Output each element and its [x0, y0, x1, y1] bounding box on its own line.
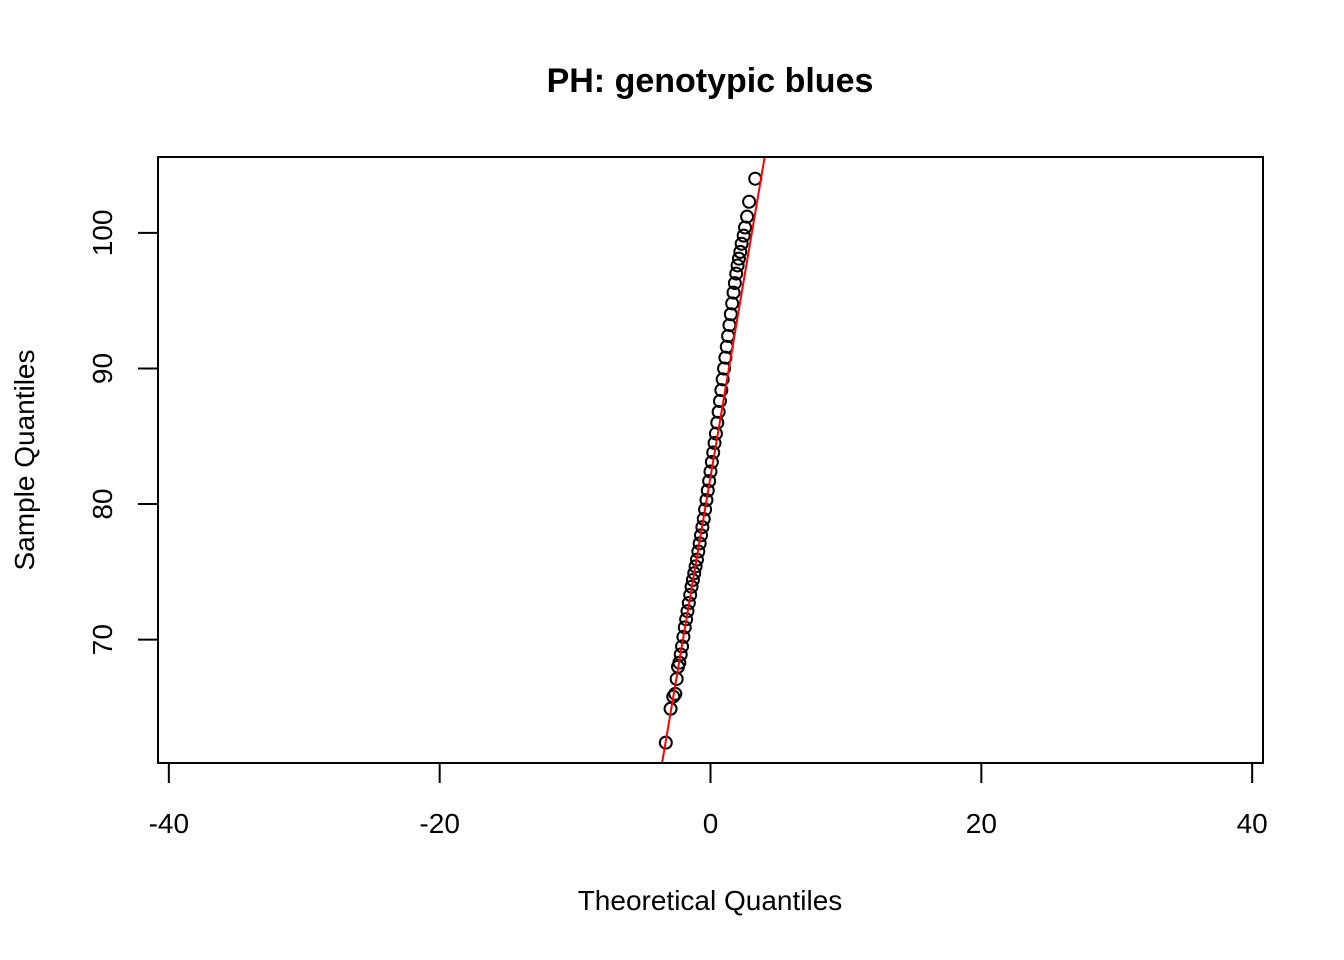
- data-point: [727, 276, 742, 291]
- x-axis-label: Theoretical Quantiles: [578, 885, 843, 916]
- x-axis: -40 -20 0 20 40: [149, 762, 1268, 839]
- data-point: [736, 228, 751, 243]
- y-axis: 70 80 90 100: [87, 210, 158, 655]
- x-tick-label: 20: [966, 808, 997, 839]
- qq-reference-line: [661, 157, 766, 763]
- plot-frame: [157, 156, 1264, 764]
- x-tick-label: -40: [149, 808, 189, 839]
- y-tick-label: 90: [87, 353, 118, 384]
- x-tick-label: 0: [703, 808, 719, 839]
- data-point: [740, 209, 755, 224]
- data-point: [733, 244, 748, 259]
- x-tick-label: 40: [1237, 808, 1268, 839]
- data-point: [731, 251, 746, 266]
- y-axis-label: Sample Quantiles: [9, 349, 40, 570]
- data-point: [676, 629, 691, 644]
- y-tick-label: 80: [87, 488, 118, 519]
- data-point: [734, 236, 749, 251]
- y-tick-label: 70: [87, 624, 118, 655]
- data-point: [730, 258, 745, 273]
- x-tick-label: -20: [419, 808, 459, 839]
- data-point: [726, 285, 741, 300]
- data-point: [729, 266, 744, 281]
- data-point: [742, 194, 757, 209]
- plot-area: [658, 157, 766, 763]
- y-tick-label: 100: [87, 210, 118, 257]
- chart-title: PH: genotypic blues: [547, 62, 874, 100]
